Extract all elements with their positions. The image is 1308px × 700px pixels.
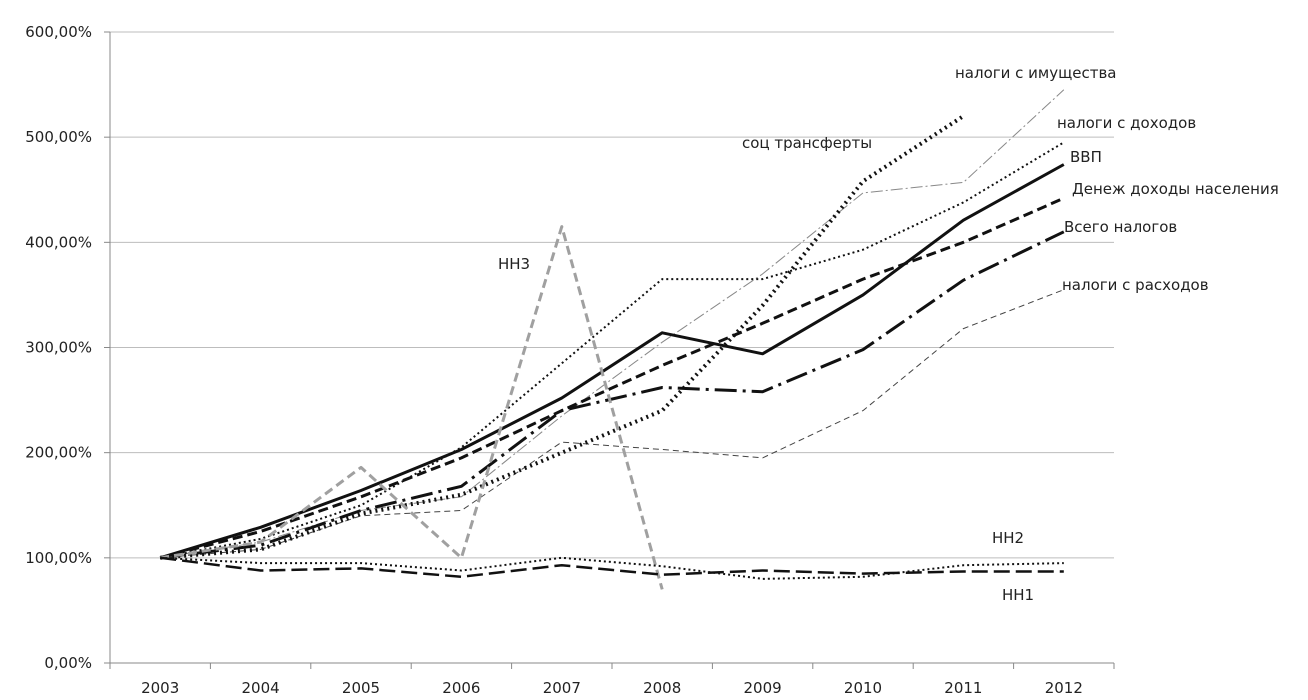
x-tick-label: 2012 [1045, 679, 1083, 697]
series-label: НН3 [498, 255, 530, 273]
series-line [159, 163, 1065, 560]
y-tick-label: 200,00% [25, 444, 92, 462]
series-label: Денеж доходы населения [1072, 180, 1279, 198]
series-label: Всего налогов [1064, 218, 1177, 236]
series-line [159, 196, 1065, 560]
x-tick-label: 2006 [442, 679, 480, 697]
y-tick-label: 100,00% [25, 549, 92, 567]
y-tick-label: 600,00% [25, 23, 92, 41]
series-label: налоги с доходов [1057, 114, 1196, 132]
series-line [160, 556, 1064, 580]
x-tick-label: 2004 [242, 679, 280, 697]
y-tick-label: 400,00% [25, 233, 92, 251]
x-tick-label: 2010 [844, 679, 882, 697]
x-tick-label: 2009 [744, 679, 782, 697]
series-line [160, 114, 965, 560]
x-tick-label: 2008 [643, 679, 681, 697]
y-tick-label: 500,00% [25, 128, 92, 146]
series-label: соц трансферты [742, 134, 872, 152]
x-tick-label: 2003 [141, 679, 179, 697]
series-label: налоги с расходов [1062, 276, 1209, 294]
series-line [160, 230, 1065, 560]
x-tick-label: 2007 [543, 679, 581, 697]
series-label: налоги с имущества [955, 64, 1117, 82]
series-line [160, 141, 1065, 559]
series-line [160, 556, 1064, 579]
y-tick-label: 300,00% [25, 339, 92, 357]
series-label: НН1 [1002, 586, 1034, 604]
y-tick-label: 0,00% [44, 654, 92, 672]
series-label: ВВП [1070, 148, 1102, 166]
x-tick-label: 2011 [944, 679, 982, 697]
series-label: НН2 [992, 529, 1024, 547]
series-line [160, 289, 1064, 559]
series-line [159, 225, 664, 590]
series-line [160, 89, 1065, 559]
x-tick-label: 2005 [342, 679, 380, 697]
